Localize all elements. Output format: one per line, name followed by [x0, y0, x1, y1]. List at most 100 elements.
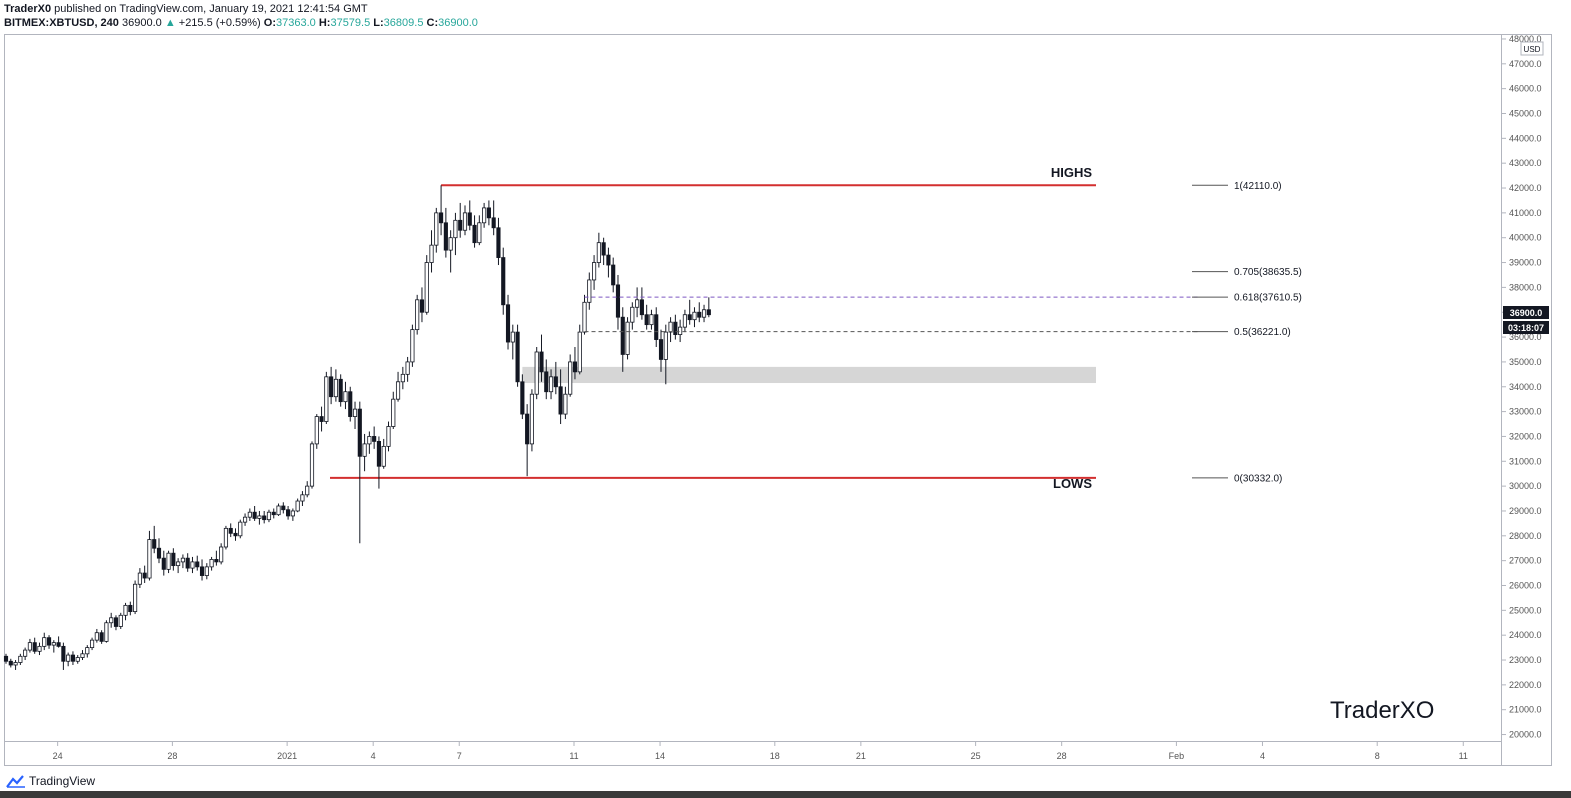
candle-body: [630, 306, 635, 323]
candle: [42, 632, 47, 651]
currency-badge[interactable]: [1520, 41, 1544, 56]
price-tick-label: 34000.0: [1509, 382, 1542, 392]
candle: [109, 612, 114, 628]
candle: [257, 510, 262, 525]
price-tick-label: 43000.0: [1509, 158, 1542, 168]
candle: [271, 508, 276, 519]
price-tick-label: 44000.0: [1509, 133, 1542, 143]
candle: [491, 200, 496, 236]
price-axis[interactable]: [1502, 34, 1552, 742]
candle-body: [592, 262, 597, 281]
candle-body: [376, 441, 382, 467]
candle: [3, 653, 9, 664]
price-tick-label: 23000.0: [1509, 655, 1542, 665]
candle-body: [128, 604, 133, 612]
time-tick-label: 24: [53, 751, 63, 761]
time-axis[interactable]: [4, 742, 1502, 766]
axis-corner: [1502, 742, 1552, 766]
bottom-bar: [0, 791, 1571, 798]
time-tick-label: 28: [1057, 751, 1067, 761]
candle-body: [529, 393, 534, 445]
candle: [630, 302, 635, 330]
candle-body: [343, 391, 348, 403]
candle: [8, 658, 13, 668]
candle: [66, 652, 71, 667]
candle-body: [171, 552, 176, 567]
candle-body: [367, 436, 372, 445]
candle-body: [635, 299, 640, 308]
fib-level-label: 0.705(38635.5): [1234, 267, 1302, 278]
candle: [525, 404, 530, 477]
fib-level-label: 0.618(37610.5): [1234, 293, 1302, 304]
candle: [156, 538, 162, 564]
candle-body: [548, 376, 554, 393]
candle-body: [697, 311, 702, 318]
candle: [482, 202, 487, 228]
candle-body: [544, 371, 549, 393]
candle: [161, 550, 166, 576]
candle: [85, 645, 90, 658]
candle-body: [166, 552, 171, 570]
tradingview-brand[interactable]: TradingView: [6, 773, 95, 789]
candle: [305, 481, 310, 498]
candle-body: [286, 509, 291, 517]
candle: [223, 525, 229, 550]
candle-body: [161, 557, 166, 570]
chart-plot-area[interactable]: [4, 34, 1502, 742]
price-tick-label: 48000.0: [1509, 34, 1542, 44]
candle: [419, 287, 425, 323]
candle-body: [195, 561, 200, 568]
candle: [252, 506, 257, 521]
candle: [539, 334, 544, 382]
candle: [94, 628, 99, 643]
candle-body: [443, 222, 448, 251]
candle-body: [372, 436, 377, 442]
candle: [486, 200, 491, 226]
fib-level-label: 1(42110.0): [1234, 181, 1282, 192]
candle-body: [434, 212, 439, 246]
candle-body: [692, 311, 697, 321]
candle-body: [491, 217, 496, 229]
tradingview-logo-icon: [6, 774, 25, 788]
candle-body: [429, 244, 434, 263]
candle-body: [391, 398, 396, 427]
highs-label: HIGHS: [1051, 165, 1093, 180]
candle-body: [357, 408, 362, 457]
candle-body: [56, 642, 61, 647]
candle-body: [682, 314, 687, 328]
candle: [27, 638, 32, 653]
candle-body: [668, 321, 673, 333]
candle-body: [257, 515, 262, 519]
candle-body: [319, 416, 324, 422]
candle-body: [295, 500, 300, 512]
time-tick-label: 28: [167, 751, 177, 761]
candle: [467, 200, 472, 231]
candle: [276, 503, 281, 516]
candle-body: [611, 264, 616, 286]
candle-body: [448, 237, 453, 251]
candle: [644, 304, 649, 330]
candle: [70, 651, 76, 665]
candle-body: [147, 539, 152, 579]
candle: [372, 426, 377, 449]
candle: [697, 302, 702, 323]
candle-body: [472, 224, 477, 244]
candle-body: [654, 314, 659, 340]
candle-body: [558, 386, 563, 415]
candle: [152, 525, 157, 554]
candle-body: [386, 426, 391, 447]
candle-body: [219, 546, 224, 563]
candle: [458, 202, 463, 238]
candle: [395, 371, 401, 402]
time-tick-label: 21: [856, 751, 866, 761]
candle-body: [247, 511, 252, 518]
low-label: L:: [373, 17, 384, 29]
candle: [472, 215, 477, 248]
published-text: published on TradingView.com, January 19…: [54, 3, 368, 15]
candle: [391, 391, 396, 429]
candle-body: [51, 642, 56, 646]
candle: [376, 436, 382, 489]
candle-body: [501, 257, 506, 306]
price-tick-label: 27000.0: [1509, 556, 1542, 566]
